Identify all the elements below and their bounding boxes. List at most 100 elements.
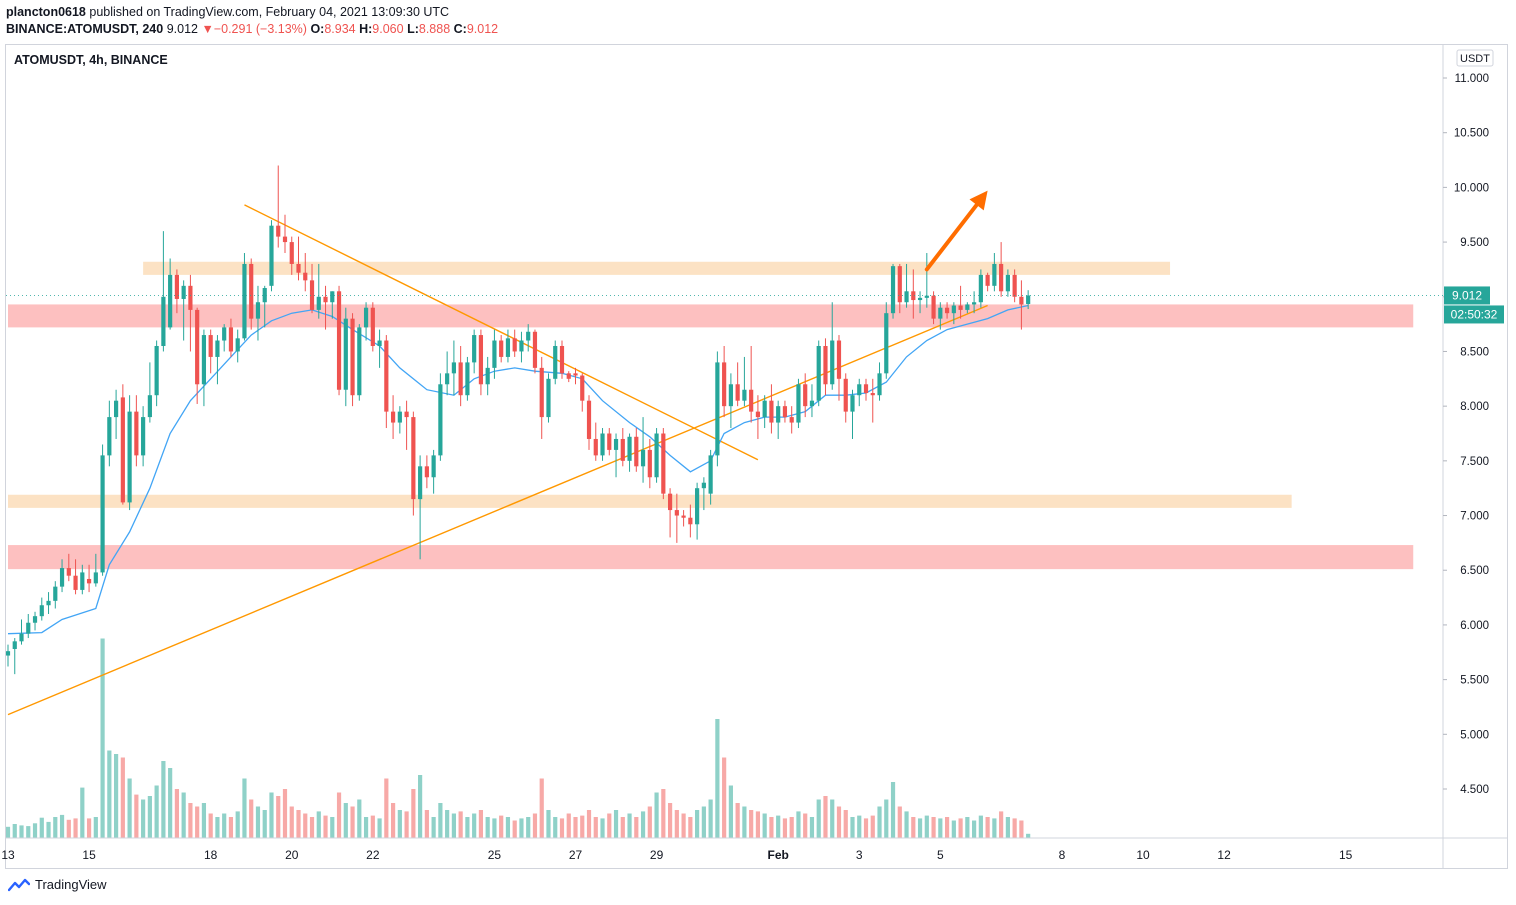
volume-bar — [613, 810, 619, 838]
candle — [201, 329, 207, 407]
candle-body — [465, 362, 470, 396]
volume-bar — [681, 813, 686, 838]
candle-body — [255, 302, 261, 319]
tradingview-footer[interactable]: TradingView — [8, 877, 107, 892]
candle-body — [316, 296, 321, 310]
candle-body — [701, 482, 706, 489]
resistance-zone-2 — [8, 494, 1292, 508]
candle-body — [755, 411, 761, 418]
candle-body — [438, 384, 443, 456]
volume-bar — [66, 819, 71, 838]
candle — [965, 302, 970, 314]
support-zone-1 — [8, 304, 1414, 328]
candle-body — [640, 449, 646, 467]
candle-body — [809, 400, 815, 407]
volume-bar — [823, 796, 828, 838]
volume-bar — [357, 799, 362, 838]
candle — [357, 324, 362, 401]
candle-body — [472, 335, 477, 363]
candle-body — [850, 395, 855, 412]
time-tick-label: 3 — [856, 848, 863, 862]
candle-body — [357, 327, 362, 396]
candle — [776, 400, 781, 439]
volume-bar — [174, 789, 179, 838]
candle — [924, 253, 929, 308]
candle-body — [26, 622, 31, 634]
volume-bar — [695, 810, 700, 838]
candle-body — [715, 362, 720, 456]
candle — [634, 428, 639, 472]
candle — [19, 619, 24, 645]
candle-body — [323, 296, 328, 303]
candle — [613, 433, 619, 478]
candle-body — [336, 291, 342, 390]
volume-bar — [776, 815, 781, 838]
volume-bar — [749, 810, 754, 838]
volume-bar — [573, 817, 578, 838]
candle — [134, 395, 139, 467]
candle — [512, 329, 517, 357]
candle-body — [843, 378, 848, 412]
candle-body — [958, 305, 963, 310]
candle — [627, 433, 632, 472]
open-label: O: — [310, 22, 325, 36]
candle-body — [816, 345, 821, 401]
candle-body — [728, 384, 733, 407]
volume-bar — [276, 796, 281, 838]
candle — [370, 302, 375, 352]
volume-bar — [830, 799, 835, 838]
candle — [249, 258, 254, 330]
candle — [424, 455, 429, 489]
volume-bar — [917, 818, 923, 838]
candle — [276, 165, 281, 248]
candle — [667, 488, 673, 538]
candle-body — [1019, 296, 1024, 305]
candle — [12, 638, 17, 675]
volume-bar — [222, 813, 227, 838]
volume-bar — [465, 817, 470, 838]
currency-badge: USDT — [1456, 49, 1494, 67]
volume-bar — [445, 810, 450, 838]
candle-body — [607, 433, 612, 450]
volume-bar — [958, 818, 963, 838]
volume-bar — [999, 811, 1004, 838]
candle — [573, 367, 578, 385]
volume-bar — [411, 789, 416, 838]
candle — [127, 395, 132, 511]
up-arrow-shaft — [924, 202, 979, 272]
candle-body — [532, 331, 538, 368]
candle — [168, 258, 173, 330]
candle — [404, 400, 409, 450]
candle-body — [951, 305, 956, 314]
author-name[interactable]: plancton0618 — [6, 5, 86, 19]
candle-body — [992, 263, 997, 286]
candle-body — [857, 384, 862, 396]
candle-body — [634, 436, 639, 467]
candle-body — [201, 335, 207, 385]
candle-body — [208, 335, 213, 357]
candle-body — [776, 406, 781, 423]
price-change: −0.291 (−3.13%) — [213, 22, 307, 36]
candle-body — [188, 285, 193, 310]
candle-body — [363, 307, 369, 328]
candle — [478, 329, 484, 396]
candle — [188, 274, 193, 352]
candle-body — [127, 411, 132, 503]
volume-bar — [404, 811, 409, 838]
candle — [951, 302, 956, 325]
candle-body — [897, 266, 902, 303]
change-down-icon: ▼ — [201, 22, 214, 36]
candle — [607, 428, 612, 456]
volume-bar — [228, 817, 234, 838]
candle-body — [620, 438, 625, 461]
price-tick-label: 9.500 — [1460, 237, 1489, 249]
last-price-badge — [1444, 286, 1490, 305]
candle — [1012, 269, 1017, 303]
candle — [978, 269, 983, 308]
volume-bar — [363, 817, 369, 838]
trendline-1 — [244, 204, 759, 461]
candle — [742, 356, 747, 407]
candle — [262, 285, 267, 328]
candle-body — [492, 340, 497, 368]
